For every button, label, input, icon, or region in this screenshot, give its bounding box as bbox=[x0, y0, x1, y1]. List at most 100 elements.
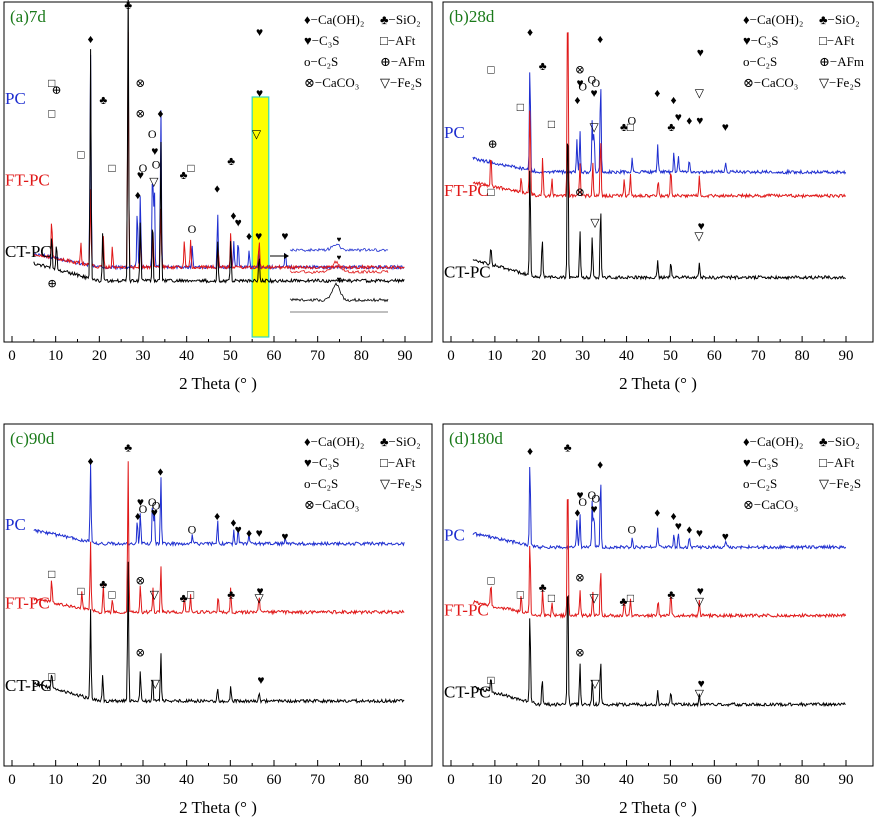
peak-marker: ♥ bbox=[256, 526, 263, 540]
inset-arrowhead bbox=[284, 253, 289, 259]
peak-marker: ▽ bbox=[255, 591, 265, 605]
peak-marker: ♥ bbox=[255, 229, 262, 243]
peak-marker: ♥ bbox=[281, 229, 288, 243]
series-line bbox=[33, 461, 405, 616]
peak-marker: ⊗ bbox=[135, 107, 145, 121]
peak-marker: □ bbox=[487, 574, 494, 588]
x-tick-label: 20 bbox=[92, 348, 107, 364]
peak-marker: ♦ bbox=[246, 526, 252, 540]
legend-entry: o−C₂S bbox=[304, 476, 338, 491]
x-tick-label: 60 bbox=[267, 772, 282, 788]
peak-marker: ⊗ bbox=[575, 646, 585, 660]
x-tick-label: 50 bbox=[223, 348, 238, 364]
legend-entry: ♥−C₃S bbox=[743, 455, 778, 470]
x-tick-label: 50 bbox=[663, 348, 678, 364]
peak-marker: ▽ bbox=[149, 175, 159, 189]
series-pc: ♦♦♥O O♥O♦O♦ ♦♥ ♦ ♥ ♥ bbox=[33, 454, 405, 548]
inset-peak-marker: ♥ bbox=[337, 253, 342, 262]
peak-marker: □ bbox=[627, 591, 634, 605]
peak-marker: ♦ bbox=[670, 93, 676, 107]
x-tick-label: 50 bbox=[223, 772, 238, 788]
peak-marker: O bbox=[139, 161, 148, 175]
inset-series-pc bbox=[289, 243, 389, 253]
peak-marker: O bbox=[188, 222, 197, 236]
peak-marker: ▽ bbox=[590, 215, 600, 229]
legend-entry: ▽−Fe₂S bbox=[380, 75, 422, 90]
peak-marker: ♥ bbox=[698, 676, 705, 690]
peak-marker: ⊗ bbox=[575, 62, 585, 76]
peak-marker: ♣ bbox=[539, 581, 547, 595]
series-ct-pc: □⊗▽♥▽ bbox=[472, 143, 846, 281]
series-pc: ♦♦♥O O♥O♦O♦ ♦♥ ♦ ♥ ♥ bbox=[472, 444, 847, 551]
peak-marker: ♥ bbox=[576, 76, 583, 90]
series-line bbox=[472, 72, 847, 176]
series-ct-pc: □⊕ ⊗♥ bbox=[33, 0, 405, 284]
peak-marker: □ bbox=[187, 587, 194, 601]
peak-marker: ♦ bbox=[574, 93, 580, 107]
series-line bbox=[472, 594, 846, 708]
peak-marker: ♥ bbox=[722, 120, 729, 134]
peak-marker: O bbox=[627, 522, 636, 536]
peak-marker: O bbox=[627, 113, 636, 127]
peak-marker: □ bbox=[48, 670, 55, 684]
x-tick-label: 0 bbox=[447, 348, 455, 364]
peak-marker: □ bbox=[108, 587, 115, 601]
peak-marker: ♦ bbox=[135, 509, 141, 523]
x-tick-label: 30 bbox=[136, 772, 151, 788]
sample-label: CT-PC bbox=[444, 262, 491, 281]
sample-label: PC bbox=[5, 89, 26, 108]
peak-marker: ♥ bbox=[675, 519, 682, 533]
peak-marker: O bbox=[148, 495, 157, 509]
x-tick-label: 10 bbox=[487, 348, 502, 364]
peak-marker: O bbox=[588, 73, 597, 87]
peak-marker: ♥ bbox=[257, 673, 264, 687]
legend-entry: □−AFt bbox=[819, 455, 855, 470]
peak-marker: ♣ bbox=[227, 587, 235, 601]
peak-marker: ♥ bbox=[696, 113, 703, 127]
peak-marker: ♦ bbox=[686, 522, 692, 536]
x-tick-label: 70 bbox=[751, 348, 766, 364]
x-tick-label: 30 bbox=[575, 772, 590, 788]
peak-marker: □ bbox=[48, 76, 55, 90]
peak-marker: ♥ bbox=[235, 215, 242, 229]
peak-marker: ♥ bbox=[697, 45, 704, 59]
peak-marker: □ bbox=[487, 673, 494, 687]
series-line bbox=[472, 498, 847, 620]
peak-marker: ♥ bbox=[675, 110, 682, 124]
peak-marker: ♣ bbox=[620, 120, 628, 134]
series-line bbox=[33, 464, 405, 548]
peak-marker: ♥ bbox=[576, 488, 583, 502]
peak-marker: ▽ bbox=[590, 676, 600, 690]
x-tick-label: 90 bbox=[839, 348, 854, 364]
panel-frame bbox=[3, 423, 433, 767]
legend-entry: ♥−C₃S bbox=[743, 33, 778, 48]
x-axis-title: 2 Theta (° ) bbox=[179, 374, 257, 393]
zoom-inset: ♥ ♥ ♥ bbox=[270, 235, 389, 313]
peak-marker: ♦ bbox=[135, 188, 141, 202]
x-tick-label: 80 bbox=[795, 348, 810, 364]
peak-marker: ▽ bbox=[694, 229, 704, 243]
peak-marker: ♥ bbox=[235, 522, 242, 536]
x-tick-label: 70 bbox=[751, 772, 766, 788]
peak-marker: ♦ bbox=[88, 454, 94, 468]
peak-marker: ♦ bbox=[230, 516, 236, 530]
peak-marker: ♦ bbox=[686, 113, 692, 127]
peak-marker: ♥ bbox=[281, 529, 288, 543]
series-line bbox=[33, 0, 405, 284]
legend-entry: □−AFt bbox=[380, 33, 416, 48]
peak-marker: ♦ bbox=[214, 181, 220, 195]
peak-marker: ♦ bbox=[597, 457, 603, 471]
peak-marker: ▽ bbox=[589, 591, 599, 605]
inset-peak-marker: ♥ bbox=[337, 275, 342, 284]
peak-marker: ♥ bbox=[591, 502, 598, 516]
legend-entry: ▽−Fe₂S bbox=[380, 476, 422, 491]
peak-marker: □ bbox=[627, 120, 634, 134]
peak-marker: ♥ bbox=[256, 584, 263, 598]
peak-marker: □ bbox=[108, 161, 115, 175]
peak-marker: O bbox=[588, 488, 597, 502]
sample-label: PC bbox=[444, 123, 465, 142]
legend-entry: ⊗−CaCO₃ bbox=[304, 75, 359, 90]
peak-marker: O bbox=[148, 127, 157, 141]
